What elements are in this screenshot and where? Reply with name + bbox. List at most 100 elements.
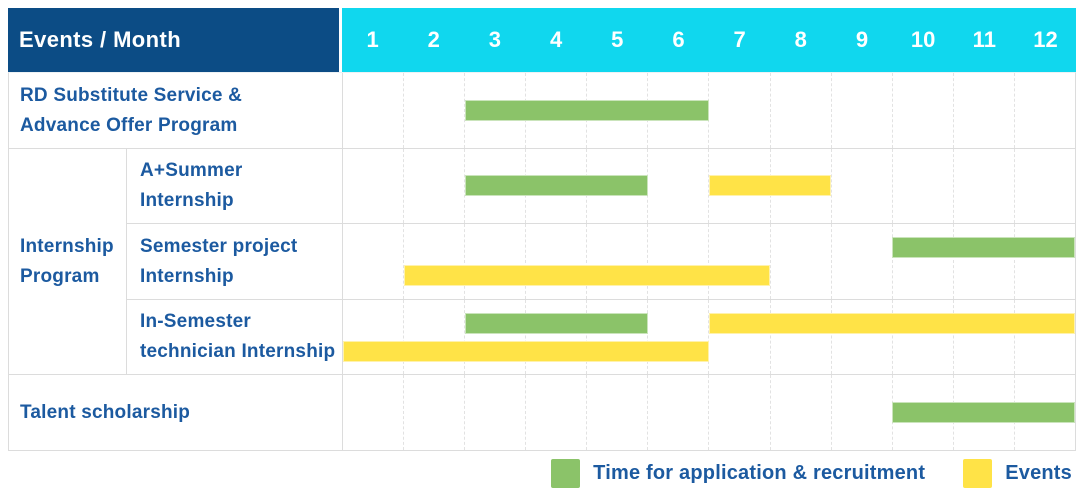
month-grid-cell (464, 300, 525, 374)
events-month-header-cell: Events / Month (8, 8, 339, 72)
month-grid-cell (952, 149, 1014, 223)
internship-program-group: Internship Program A+Summer Internship S… (9, 149, 1075, 375)
application-bar (465, 175, 648, 196)
month-header-strip: 1 2 3 4 5 6 7 8 9 10 11 12 (342, 8, 1076, 72)
month-grid-cell (343, 300, 403, 374)
month-grid-cell (403, 73, 464, 148)
month-label: 6 (672, 27, 685, 52)
month-grid-cell (525, 300, 586, 374)
month-grid-cell (708, 149, 769, 223)
month-grid-cell (464, 73, 525, 148)
month-grid-cell (525, 224, 586, 299)
table-row: In-Semester technician Internship (127, 300, 1075, 374)
month-label: 3 (488, 27, 502, 52)
month-grid-cell (830, 375, 892, 450)
month-grid-cell (708, 224, 769, 299)
month-gridlines (343, 224, 1075, 299)
legend: Time for application & recruitment Events (551, 459, 1072, 488)
month-grid-cell (1013, 73, 1075, 148)
month-grid-cell (769, 73, 831, 148)
schedule-table: Events / Month 1 2 3 4 5 6 7 8 9 10 11 12 RD Substi… (8, 8, 1076, 451)
row-label-a-plus-summer: A+Summer Internship (127, 149, 343, 223)
month-label: 4 (549, 27, 563, 52)
timeline-rd-substitute (343, 73, 1075, 148)
month-label: 1 (366, 27, 379, 52)
table-row: A+Summer Internship (127, 149, 1075, 224)
timeline-semester-project (343, 224, 1075, 299)
row-label-in-semester-technician: In-Semester technician Internship (127, 300, 343, 374)
table-row: Talent scholarship (9, 375, 1075, 450)
month-grid-cell (343, 224, 403, 299)
events-bar (709, 175, 831, 196)
month-gridlines (343, 300, 1075, 374)
header-divider (339, 8, 342, 72)
month-grid-cell (769, 224, 831, 299)
month-grid-cell (830, 73, 892, 148)
row-label-talent-scholarship: Talent scholarship (9, 375, 343, 450)
month-grid-cell (769, 300, 831, 374)
month-grid-cell (1013, 224, 1075, 299)
month-grid-cell (343, 73, 403, 148)
month-label: 2 (427, 27, 440, 52)
month-gridlines (343, 73, 1075, 148)
month-label: 11 (972, 27, 996, 52)
table-header-row: Events / Month 1 2 3 4 5 6 7 8 9 10 11 12 (8, 8, 1076, 72)
month-grid-cell (952, 73, 1014, 148)
month-grid-cell (647, 224, 708, 299)
legend-label: Time for application & recruitment (593, 462, 926, 484)
timeline-talent-scholarship (343, 375, 1075, 450)
month-label: 7 (733, 27, 746, 52)
month-grid-cell (891, 224, 953, 299)
events-bar (343, 341, 709, 362)
month-grid-cell (343, 149, 403, 223)
month-grid-cell (647, 149, 708, 223)
month-grid-cell (830, 300, 892, 374)
month-grid-cell (586, 224, 647, 299)
application-bar (892, 237, 1075, 258)
month-grid-cell (525, 375, 586, 450)
table-body: RD Substitute Service & Advance Offer Pr… (8, 72, 1076, 451)
month-grid-cell (647, 300, 708, 374)
legend-item-application: Time for application & recruitment (551, 459, 925, 488)
month-label: 12 (1033, 27, 1058, 52)
timeline-in-semester-technician (343, 300, 1075, 374)
month-grid-cell (464, 149, 525, 223)
month-label: 8 (794, 27, 807, 52)
month-grid-cell (464, 375, 525, 450)
month-grid-cell (830, 149, 892, 223)
month-grid-cell (708, 73, 769, 148)
month-grid-cell (403, 375, 464, 450)
timeline-a-plus-summer (343, 149, 1075, 223)
month-grid-cell (586, 300, 647, 374)
internship-program-subrows: A+Summer Internship Semester project Int… (127, 149, 1075, 374)
month-grid-cell (708, 375, 769, 450)
month-grid-cell (1013, 300, 1075, 374)
application-bar (465, 99, 709, 121)
month-grid-cell (343, 375, 403, 450)
table-row: Semester project Internship (127, 224, 1075, 300)
legend-label: Events (1005, 462, 1072, 484)
row-label-rd-substitute: RD Substitute Service & Advance Offer Pr… (9, 73, 343, 148)
month-label: 5 (611, 27, 624, 52)
month-grid-cell (403, 224, 464, 299)
month-grid-cell (830, 224, 892, 299)
month-grid-cell (769, 375, 831, 450)
month-label: 9 (855, 27, 869, 52)
month-grid-cell (464, 224, 525, 299)
application-swatch (551, 459, 581, 488)
events-bar (709, 313, 1075, 334)
row-label-semester-project: Semester project Internship (127, 224, 343, 299)
month-grid-cell (708, 300, 769, 374)
month-grid-cell (952, 300, 1014, 374)
month-label: 10 (910, 27, 936, 52)
month-grid-cell (403, 300, 464, 374)
events-bar (404, 265, 770, 286)
table-row: RD Substitute Service & Advance Offer Pr… (9, 73, 1075, 149)
month-grid-cell (586, 375, 647, 450)
legend-item-events: Events (963, 459, 1072, 488)
month-grid-cell (891, 300, 953, 374)
month-grid-cell (891, 73, 953, 148)
month-grid-cell (891, 149, 953, 223)
application-bar (892, 401, 1075, 423)
